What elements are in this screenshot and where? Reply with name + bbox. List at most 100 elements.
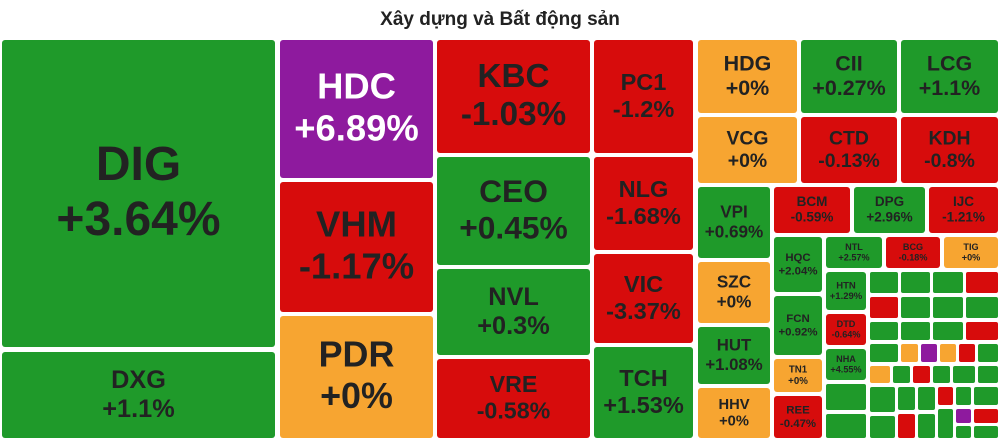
ticker-label: CII — [835, 51, 862, 75]
tile — [801, 117, 897, 183]
small-tile — [901, 322, 930, 340]
change-label: +1.29% — [830, 291, 863, 302]
tile — [698, 262, 770, 323]
tile — [929, 187, 998, 233]
small-tile — [953, 366, 975, 383]
change-label: -0.59% — [791, 210, 834, 225]
small-tile — [933, 297, 963, 318]
change-label: +0% — [962, 252, 981, 262]
small-tile — [893, 366, 910, 383]
change-label: +4.55% — [830, 364, 861, 374]
ticker-label: TIG — [963, 242, 978, 252]
ticker-label: SZC — [717, 272, 751, 292]
tile — [594, 254, 693, 343]
small-tile — [978, 366, 998, 383]
ticker-label: KBC — [478, 58, 550, 95]
small-tile — [826, 384, 866, 410]
change-label: -0.58% — [477, 398, 551, 424]
ticker-label: HHV — [718, 397, 749, 413]
tile — [594, 40, 693, 153]
ticker-label: HDC — [317, 66, 396, 107]
tile — [698, 117, 797, 183]
small-tile — [898, 387, 915, 410]
change-label: -0.8% — [924, 150, 975, 172]
change-label: +1.08% — [705, 355, 762, 374]
small-tile — [974, 387, 998, 405]
ticker-label: HDG — [724, 51, 772, 75]
small-tile — [974, 409, 998, 423]
tile — [774, 296, 822, 355]
small-tile — [901, 297, 930, 318]
small-tile — [938, 387, 953, 405]
ticker-label: FCN — [786, 313, 809, 325]
ticker-label: DXG — [111, 366, 166, 394]
tile — [280, 182, 433, 312]
small-tile — [918, 414, 935, 438]
change-label: +0.27% — [812, 76, 885, 100]
ticker-label: HQC — [785, 252, 810, 264]
tile — [901, 117, 998, 183]
ticker-label: DIG — [96, 138, 181, 191]
small-tile — [826, 414, 866, 438]
small-tile — [921, 344, 937, 362]
tile — [280, 316, 433, 438]
ticker-label: NLG — [619, 176, 669, 202]
change-label: +1.1% — [919, 76, 980, 100]
change-label: +2.57% — [838, 252, 869, 262]
tile — [280, 40, 433, 178]
ticker-label: KDH — [928, 127, 970, 149]
small-tile — [870, 387, 895, 412]
chart-title: Xây dựng và Bất động sản — [380, 9, 620, 30]
tile — [437, 157, 590, 265]
change-label: -1.21% — [942, 210, 985, 225]
ticker-label: NHA — [836, 354, 856, 364]
tile — [886, 237, 940, 268]
small-tile — [956, 426, 971, 438]
change-label: -1.17% — [299, 245, 414, 286]
change-label: -0.18% — [899, 252, 928, 262]
ticker-label: CEO — [479, 173, 548, 209]
change-label: +2.96% — [866, 210, 912, 225]
ticker-label: REE — [786, 405, 810, 417]
tile — [901, 40, 998, 113]
tile — [698, 187, 770, 258]
ticker-label: CTD — [829, 127, 869, 149]
change-label: +2.04% — [778, 265, 817, 277]
ticker-label: DPG — [875, 194, 904, 209]
change-label: +0% — [320, 376, 393, 416]
small-tile — [938, 409, 953, 438]
small-tile — [898, 414, 915, 438]
change-label: +0.69% — [705, 221, 764, 241]
small-tile — [956, 387, 971, 405]
change-label: -1.03% — [461, 96, 566, 133]
small-tile — [901, 344, 918, 362]
small-tile — [870, 272, 898, 293]
ticker-label: BCM — [797, 194, 828, 209]
tile — [826, 272, 866, 310]
small-tile — [966, 322, 998, 340]
tile — [437, 359, 590, 438]
ticker-label: LCG — [927, 51, 972, 75]
small-tile — [959, 344, 975, 362]
small-tile — [870, 297, 898, 318]
ticker-label: DTD — [837, 319, 856, 329]
change-label: -1.68% — [606, 203, 681, 229]
small-tile — [933, 272, 963, 293]
change-label: +1.1% — [102, 395, 174, 423]
tile — [698, 327, 770, 384]
change-label: +6.89% — [294, 107, 419, 148]
small-tile — [978, 344, 998, 362]
ticker-label: NTL — [845, 242, 863, 252]
change-label: +0% — [726, 76, 770, 100]
change-label: -0.64% — [832, 329, 861, 339]
change-label: +3.64% — [56, 193, 220, 246]
ticker-label: IJC — [953, 194, 974, 209]
ticker-label: VCG — [726, 127, 768, 149]
change-label: +1.53% — [603, 392, 684, 418]
change-label: -0.47% — [780, 418, 816, 430]
change-label: +0.45% — [459, 209, 568, 245]
tile — [774, 396, 822, 438]
tile — [854, 187, 925, 233]
change-label: +0% — [788, 376, 808, 387]
